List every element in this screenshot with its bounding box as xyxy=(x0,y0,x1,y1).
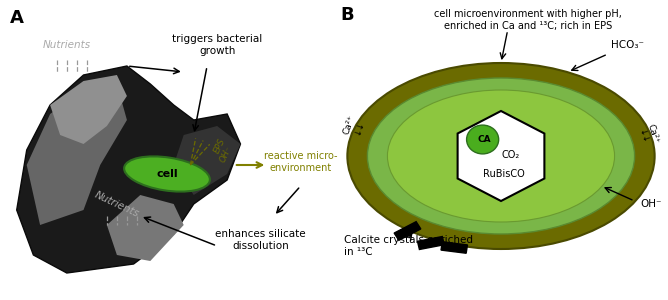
Text: B: B xyxy=(341,6,354,24)
Text: RuBisCO: RuBisCO xyxy=(484,169,525,179)
Text: Ca²⁺
↓↓: Ca²⁺ ↓↓ xyxy=(636,122,660,148)
Text: HCO₃⁻: HCO₃⁻ xyxy=(611,40,645,50)
Ellipse shape xyxy=(347,63,655,249)
Text: EPS: EPS xyxy=(212,136,227,154)
Circle shape xyxy=(466,125,498,154)
Text: CA: CA xyxy=(478,135,491,144)
Polygon shape xyxy=(418,236,444,250)
Ellipse shape xyxy=(124,156,210,192)
Text: cell: cell xyxy=(156,169,178,179)
Polygon shape xyxy=(27,84,127,225)
Ellipse shape xyxy=(387,90,615,222)
Polygon shape xyxy=(441,242,468,253)
Text: CO₂: CO₂ xyxy=(502,149,520,160)
Text: A: A xyxy=(10,9,24,27)
Text: enhances silicate
dissolution: enhances silicate dissolution xyxy=(215,229,306,251)
Polygon shape xyxy=(50,75,127,144)
Polygon shape xyxy=(107,195,184,261)
Polygon shape xyxy=(394,222,421,240)
Text: reactive micro-
environment: reactive micro- environment xyxy=(264,151,337,173)
Text: OH⁻: OH⁻ xyxy=(219,145,234,164)
Text: OH⁻: OH⁻ xyxy=(641,199,662,209)
Polygon shape xyxy=(17,66,240,273)
Text: Ca²⁺
↓↓: Ca²⁺ ↓↓ xyxy=(342,113,366,139)
Text: Calcite crystals enriched
in ¹³C: Calcite crystals enriched in ¹³C xyxy=(344,235,473,257)
Ellipse shape xyxy=(367,78,635,234)
Polygon shape xyxy=(458,111,544,201)
Text: triggers bacterial
growth: triggers bacterial growth xyxy=(172,34,263,56)
Text: Nutrients: Nutrients xyxy=(43,40,91,50)
Text: Nutrients: Nutrients xyxy=(93,189,141,219)
Text: cell microenvironment with higher pH,
enriched in Ca and ¹³C; rich in EPS: cell microenvironment with higher pH, en… xyxy=(434,9,622,31)
Polygon shape xyxy=(174,126,240,195)
